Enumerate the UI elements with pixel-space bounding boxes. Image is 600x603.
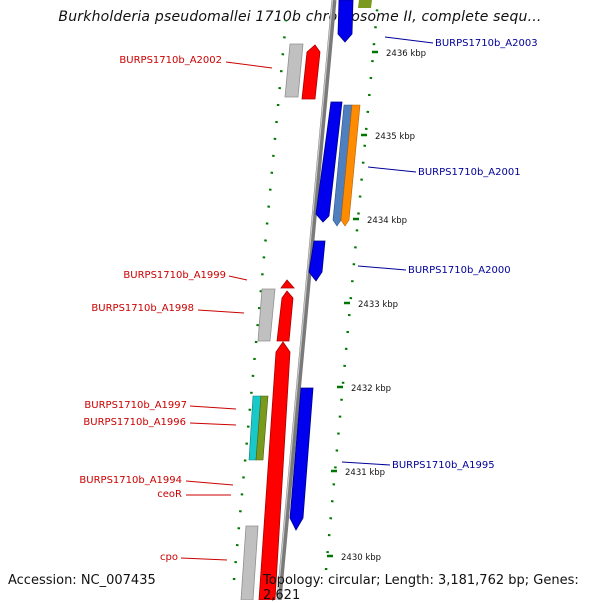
forward-gene-label: BURPS1710b_A1997 [84,400,187,411]
gene-A2000-arrow [308,240,326,282]
gene-A1998-arrow [276,290,294,342]
reverse-gene-label: BURPS1710b_A2003 [435,38,538,49]
reverse-label-leader [367,166,417,173]
reverse-gene-label: BURPS1710b_A2001 [418,167,521,178]
gene-A1995-arrow [289,387,314,531]
gene-cpo-grey [240,525,259,600]
forward-label-leader [185,480,234,486]
reverse-label-leader [341,461,391,466]
forward-label-leader [225,61,273,69]
kbp-tick-label: 2431 kbp [345,468,385,478]
forward-label-leader [197,309,245,314]
forward-label-leader [189,405,237,410]
forward-gene-label: ceoR [157,489,182,500]
forward-gene-label: BURPS1710b_A1998 [91,303,194,314]
gene-orange-arrow [340,104,361,227]
kbp-tick-label: 2434 kbp [367,216,407,226]
forward-label-leader [228,275,248,281]
reverse-label-leader [357,265,407,271]
chromosome-backbone-highlight [276,0,334,600]
reverse-label-leader [384,36,434,44]
summary-text: Topology: circular; Length: 3,181,762 bp… [263,573,579,603]
forward-label-leader [180,557,228,561]
kbp-tick-label: 2432 kbp [351,384,391,394]
reverse-gene-label: BURPS1710b_A2000 [408,265,511,276]
gene-A2003-arrow [337,0,354,43]
accession-text: Accession: NC_007435 [8,573,156,588]
gene-A2002-arrow [301,44,321,100]
chromosome-backbone [276,0,337,600]
forward-gene-label: BURPS1710b_A1999 [123,270,226,281]
gene-A2001-arrow [315,101,343,223]
kbp-tick-label: 2435 kbp [375,132,415,142]
kbp-tick-label: 2433 kbp [358,300,398,310]
forward-gene-label: BURPS1710b_A1996 [83,417,186,428]
gene-steelblue-arrow [332,104,353,227]
forward-label-leader [189,422,237,426]
gene-A1996-olive [255,395,269,461]
forward-gene-label: BURPS1710b_A2002 [119,55,222,66]
gene-A2002-grey [284,43,304,98]
outer-dotted-track [324,0,380,571]
reverse-gene-label: BURPS1710b_A1995 [392,460,495,471]
forward-gene-label: BURPS1710b_A1994 [79,475,182,486]
forward-gene-label: cpo [160,552,178,563]
map-title: Burkholderia pseudomallei 1710b chromoso… [58,9,542,25]
kbp-tick-label: 2430 kbp [341,553,381,563]
gene-A1998-grey [257,288,276,342]
gene-olive-top [358,0,372,8]
gene-A1999-arrow [280,279,295,289]
gene-long-red-arrow [258,341,291,600]
kbp-tick-label: 2436 kbp [386,49,426,59]
